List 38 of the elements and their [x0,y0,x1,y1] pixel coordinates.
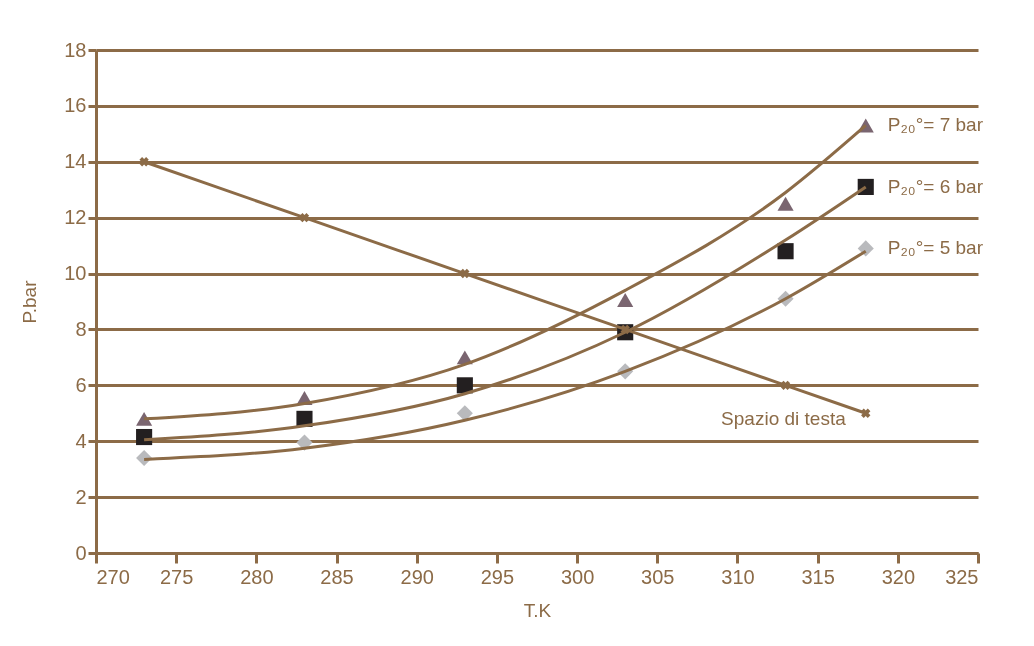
y-tick-label: 12 [64,206,87,229]
x-tick-label: 320 [881,565,916,588]
x-tick-label: 310 [721,565,755,588]
y-tick-label: 0 [75,541,87,564]
y-tick-label: 14 [64,150,87,173]
x-tick-label: 295 [480,565,515,588]
x-tick-label: 290 [400,565,434,588]
series-label: P₂₀°= 7 bar [887,114,984,136]
y-tick-label: 4 [75,429,87,452]
point [857,240,874,257]
point [777,243,794,260]
point [617,293,634,308]
point [780,380,791,391]
point [299,212,310,223]
point [861,408,871,418]
x-tick-label: 300 [560,565,595,588]
y-tick-label: 18 [64,38,87,61]
x-axis-title: T.K [523,599,552,621]
series-label: P₂₀°= 5 bar [887,237,984,259]
point [777,196,794,211]
point [139,157,149,167]
x-tick-label: 280 [240,565,274,588]
y-tick-label: 6 [75,373,87,396]
y-tick-label: 8 [75,317,87,340]
y-tick-label: 16 [64,94,87,117]
y-tick-label: 10 [64,262,87,285]
series-label: P₂₀°= 6 bar [887,175,984,197]
series-label: Spazio di testa [721,408,847,430]
point [456,377,473,394]
x-tick-label: 315 [801,565,835,588]
y-axis-title: P.bar [19,279,41,324]
point [460,268,470,279]
x-tick-label: 305 [641,565,675,588]
x-tick-label: 270 [96,565,130,588]
x-tick-label: 275 [159,565,194,588]
x-tick-label: 285 [320,565,354,588]
y-tick-label: 2 [75,485,87,508]
x-tick-label: 325 [945,565,979,588]
